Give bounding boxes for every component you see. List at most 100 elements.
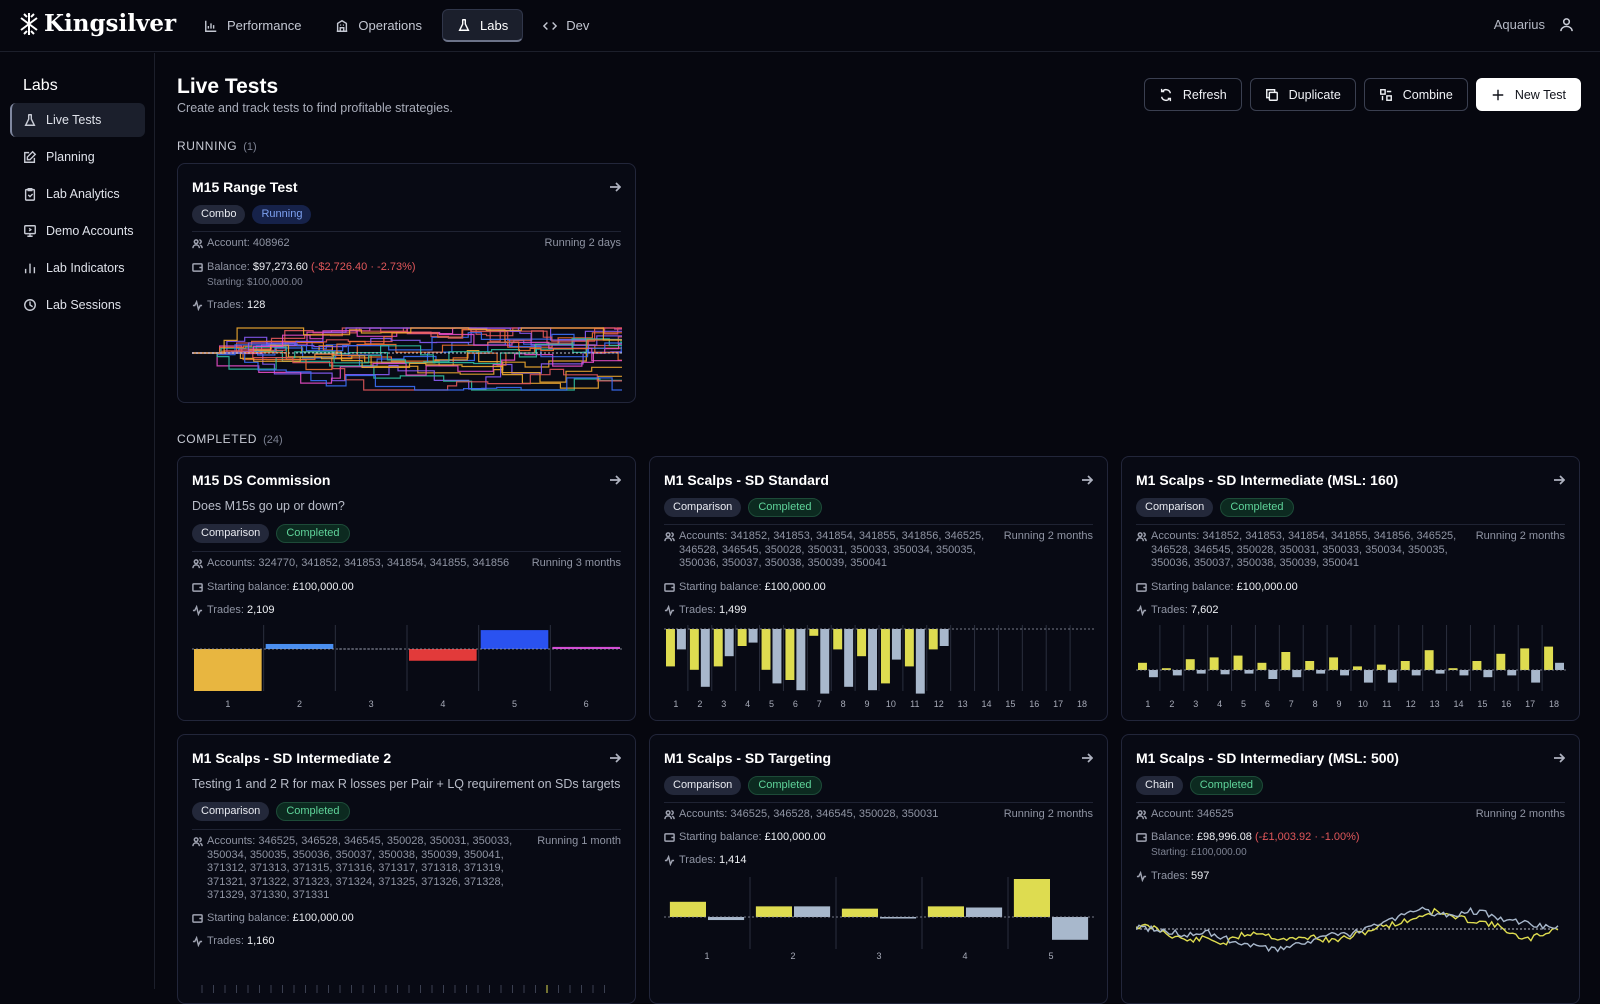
trades-row: Trades: 597 bbox=[1136, 870, 1565, 882]
page-actions: Refresh Duplicate Combine New Test bbox=[1143, 78, 1581, 111]
bar bbox=[833, 629, 843, 650]
bar bbox=[700, 629, 710, 687]
arrow-right-icon[interactable] bbox=[1553, 752, 1565, 764]
trades-value: 597 bbox=[1190, 870, 1210, 882]
bar bbox=[809, 629, 819, 636]
start-label: Starting balance: bbox=[679, 831, 762, 843]
wallet-icon bbox=[664, 583, 675, 592]
arrow-right-icon[interactable] bbox=[1553, 474, 1565, 486]
nav-performance[interactable]: Performance bbox=[190, 9, 315, 42]
card-tags: Comparison Completed bbox=[664, 498, 822, 517]
type-badge: Comparison bbox=[1136, 498, 1214, 517]
nav-dev[interactable]: Dev bbox=[529, 9, 603, 42]
combine-button[interactable]: Combine bbox=[1363, 78, 1468, 111]
series-line bbox=[1136, 907, 1559, 946]
duplicate-button[interactable]: Duplicate bbox=[1249, 78, 1356, 111]
results-bar-chart: 1 2 3 4 5 6 7 8 9 10 11 12 13 14 15 16 17 18 bbox=[1136, 625, 1566, 709]
wallet-icon bbox=[664, 833, 675, 842]
new-test-label: New Test bbox=[1514, 87, 1566, 102]
trades-row: Trades: 7,602 bbox=[1136, 604, 1565, 616]
divider bbox=[192, 829, 621, 830]
tick-label: 11 bbox=[1382, 699, 1391, 709]
account-row: Account: 408962 Running 2 days bbox=[192, 237, 621, 249]
test-card-m1-sd-intermediate-2[interactable]: M1 Scalps - SD Intermediate 2 Testing 1 … bbox=[177, 734, 636, 1004]
arrow-right-icon[interactable] bbox=[1081, 474, 1093, 486]
bar bbox=[881, 629, 890, 684]
bar bbox=[666, 629, 675, 667]
trades-label: Trades: bbox=[207, 604, 244, 616]
user-menu[interactable]: Aquarius bbox=[1494, 17, 1574, 32]
nav-labs[interactable]: Labs bbox=[442, 9, 524, 42]
bar bbox=[1220, 670, 1230, 675]
test-card-m1-sd-standard[interactable]: M1 Scalps - SD Standard Comparison Compl… bbox=[649, 456, 1108, 721]
section-count: (24) bbox=[263, 434, 283, 446]
test-card-m1-sd-intermediary-500[interactable]: M1 Scalps - SD Intermediary (MSL: 500) C… bbox=[1121, 734, 1580, 1004]
card-title: M15 DS Commission bbox=[192, 472, 331, 488]
sidebar-item-planning[interactable]: Planning bbox=[10, 140, 145, 174]
divider bbox=[664, 524, 1093, 525]
test-card-m15-ds-commission[interactable]: M15 DS Commission Does M15s go up or dow… bbox=[177, 456, 636, 721]
sidebar-list: Live Tests Planning Lab Analytics Demo A… bbox=[10, 103, 145, 325]
bar bbox=[1520, 648, 1530, 670]
card-tags: Combo Running bbox=[192, 205, 312, 224]
tick-label: 7 bbox=[1289, 699, 1294, 709]
nav-operations[interactable]: Operations bbox=[321, 9, 436, 42]
bar bbox=[794, 906, 831, 917]
test-card-m1-sd-intermediate-160[interactable]: M1 Scalps - SD Intermediate (MSL: 160) C… bbox=[1121, 456, 1580, 721]
bar bbox=[1329, 657, 1339, 670]
trades-value: 1,160 bbox=[246, 935, 275, 947]
sidebar-item-lab-analytics[interactable]: Lab Analytics bbox=[10, 177, 145, 211]
accounts-label: Accounts: bbox=[207, 835, 256, 847]
tick-label: 15 bbox=[1005, 699, 1015, 709]
clipboard-icon bbox=[24, 188, 36, 201]
sidebar-item-demo-accounts[interactable]: Demo Accounts bbox=[10, 214, 145, 248]
arrow-right-icon[interactable] bbox=[609, 474, 621, 486]
status-badge: Completed bbox=[1220, 498, 1294, 517]
edit-icon bbox=[24, 150, 37, 163]
series-line bbox=[1136, 906, 1559, 953]
sidebar-item-live-tests[interactable]: Live Tests bbox=[10, 103, 145, 137]
card-tags: Comparison Completed bbox=[192, 524, 350, 543]
bar-chart-icon bbox=[205, 20, 217, 32]
users-icon bbox=[192, 837, 203, 847]
new-test-button[interactable]: New Test bbox=[1475, 78, 1581, 111]
account-row: Account: 346525 Running 2 months bbox=[1136, 808, 1565, 820]
balance-delta: (-$2,726.40 · -2.73%) bbox=[311, 261, 416, 273]
bar bbox=[841, 908, 878, 917]
starting-balance: Starting: $100,000.00 bbox=[207, 277, 303, 288]
bar bbox=[1196, 670, 1206, 674]
users-icon bbox=[664, 810, 675, 820]
arrow-right-icon[interactable] bbox=[1081, 752, 1093, 764]
bar bbox=[1316, 670, 1326, 674]
bar bbox=[1244, 670, 1254, 674]
arrow-right-icon[interactable] bbox=[609, 752, 621, 764]
tick-label: 1 bbox=[704, 951, 709, 961]
start-label: Starting balance: bbox=[207, 581, 290, 593]
bar bbox=[891, 629, 901, 660]
tick-label: 14 bbox=[1453, 699, 1463, 709]
clock-icon bbox=[24, 299, 36, 311]
section-label: RUNNING bbox=[177, 139, 238, 153]
nav-label: Labs bbox=[480, 17, 509, 33]
arrow-right-icon[interactable] bbox=[609, 181, 621, 193]
sidebar-item-label: Lab Sessions bbox=[46, 298, 122, 312]
tick-label: 3 bbox=[876, 951, 881, 961]
tick-label: 9 bbox=[865, 699, 870, 709]
app-logo[interactable]: Kingsilver bbox=[18, 10, 176, 37]
refresh-button[interactable]: Refresh bbox=[1143, 78, 1242, 111]
tick-label: 2 bbox=[790, 951, 795, 961]
building-icon bbox=[337, 19, 348, 32]
trades-value: 7,602 bbox=[1190, 604, 1219, 616]
test-card-m15-range[interactable]: M15 Range Test Combo Running Account: 40… bbox=[177, 163, 636, 403]
bar bbox=[880, 917, 917, 919]
sidebar-item-lab-sessions[interactable]: Lab Sessions bbox=[10, 288, 145, 322]
trades-label: Trades: bbox=[679, 604, 716, 616]
bar bbox=[689, 629, 699, 670]
bar bbox=[708, 917, 745, 921]
bar bbox=[761, 629, 771, 670]
sidebar-item-lab-indicators[interactable]: Lab Indicators bbox=[10, 251, 145, 285]
test-card-m1-sd-targeting[interactable]: M1 Scalps - SD Targeting Comparison Comp… bbox=[649, 734, 1108, 1004]
runtime: Running 3 months bbox=[531, 557, 621, 569]
tick-label: 11 bbox=[910, 699, 919, 709]
users-icon bbox=[1136, 810, 1147, 820]
